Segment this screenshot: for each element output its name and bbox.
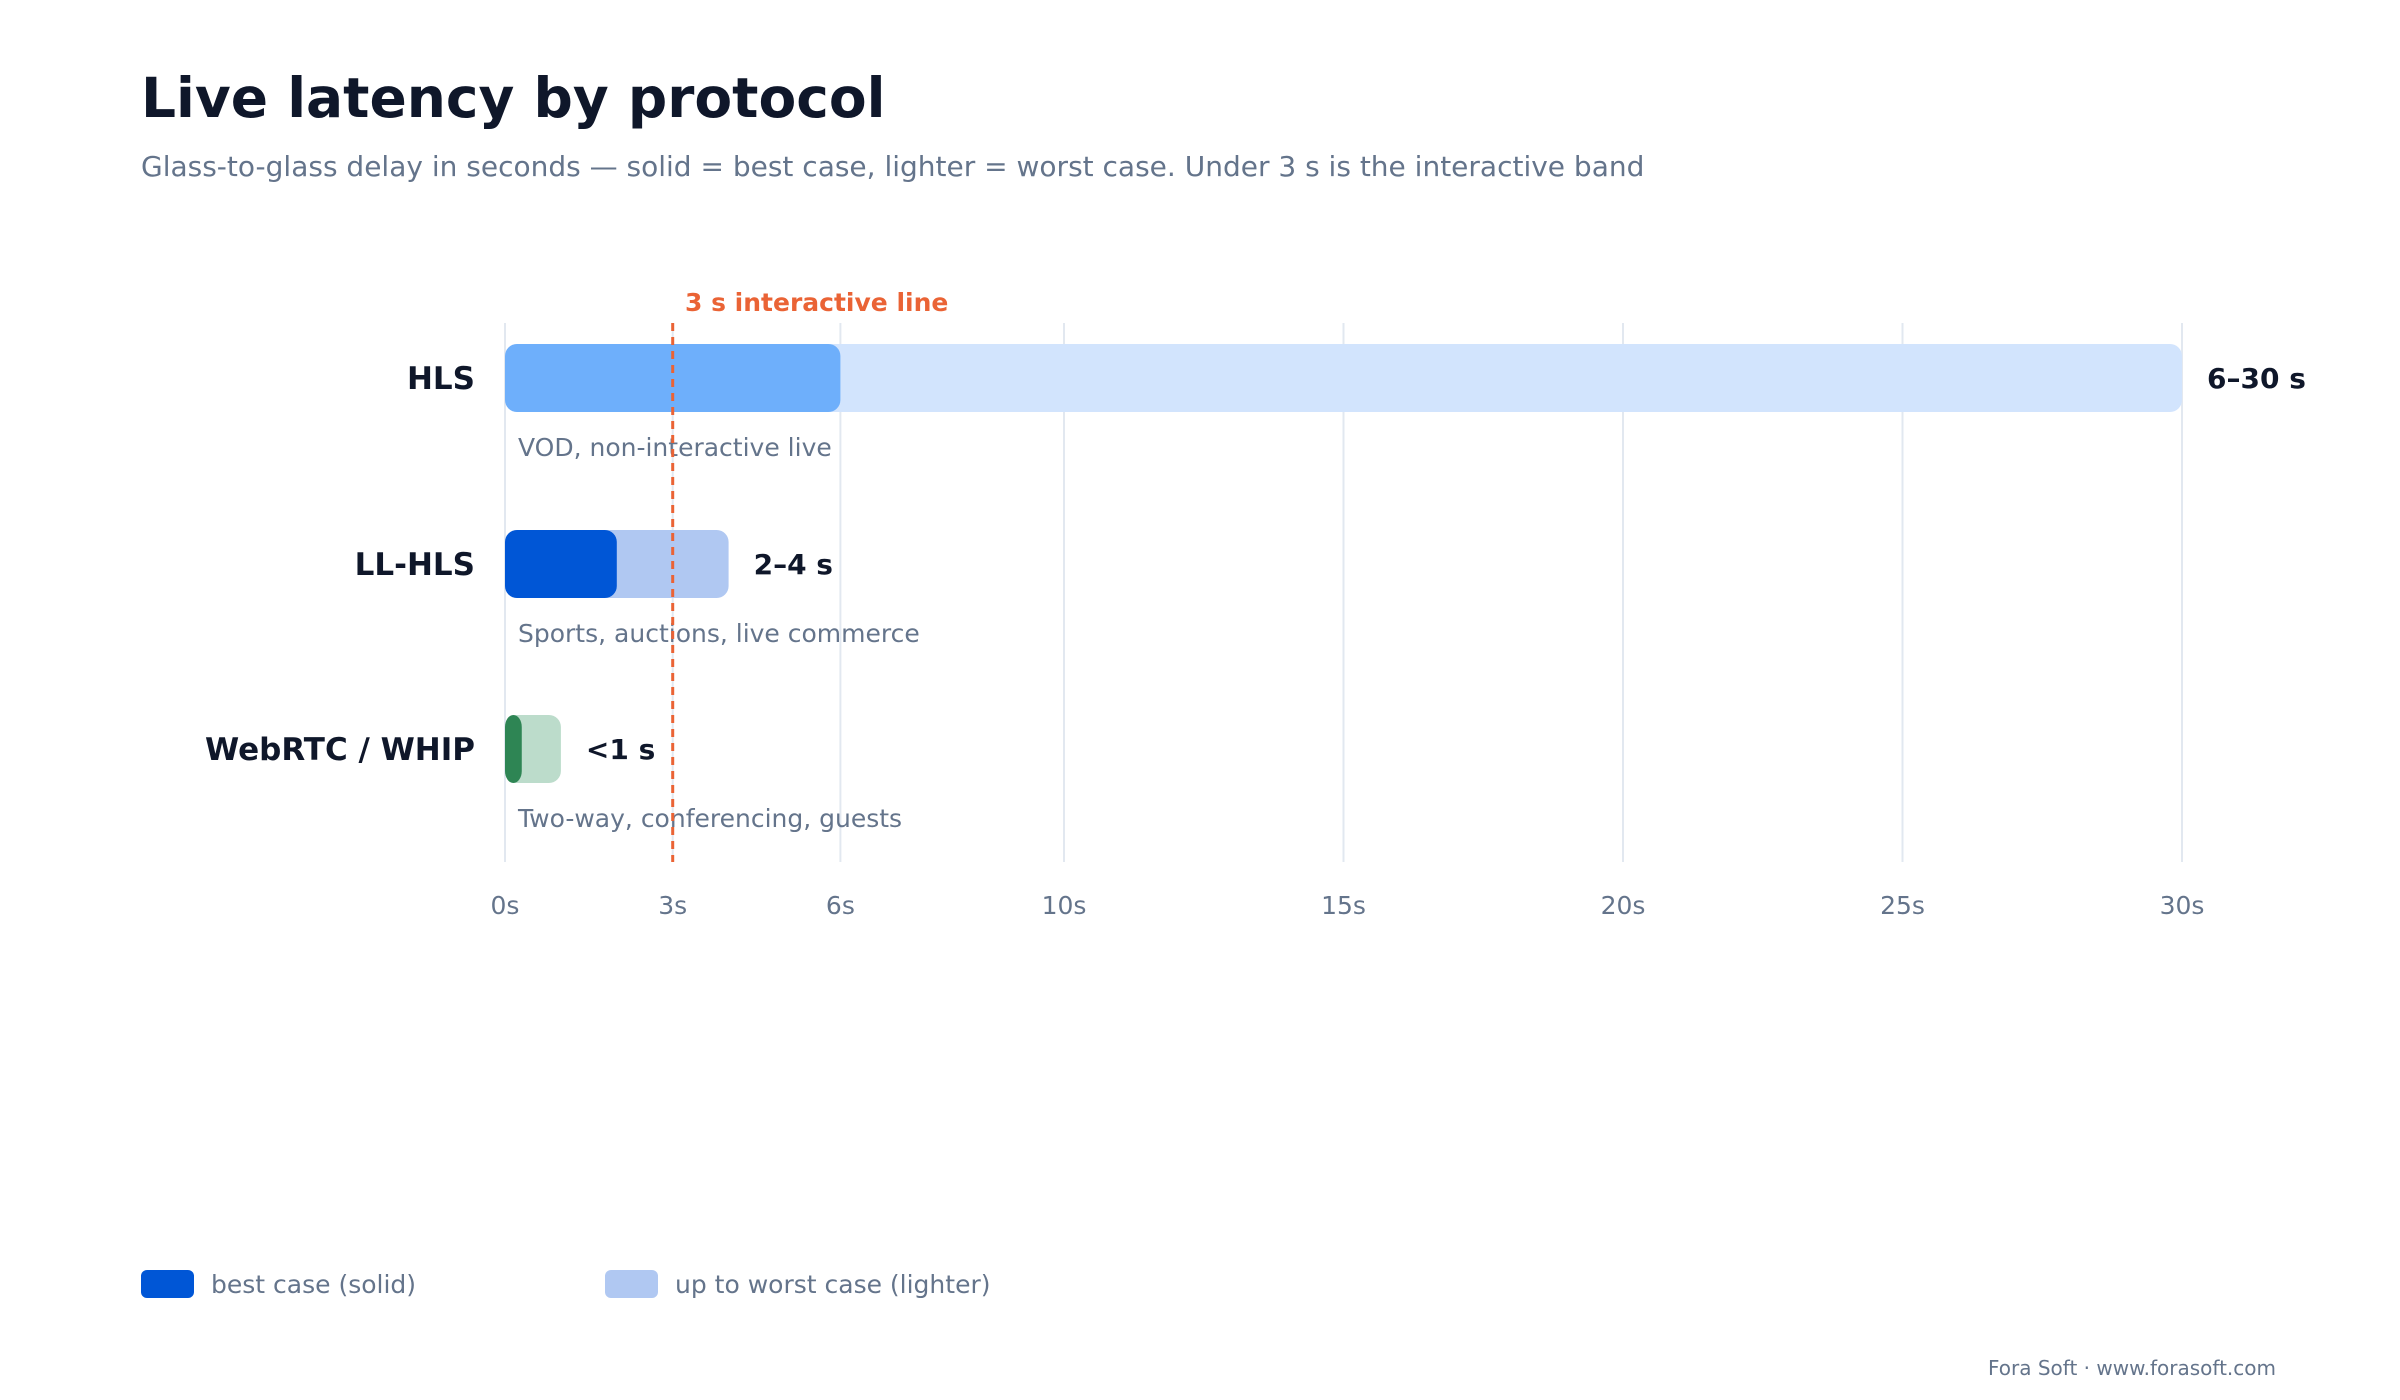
x-tick-label-15s: 15s [1321, 891, 1366, 920]
category-label-webrtc-whip: WebRTC / WHIP [205, 732, 475, 768]
value-label-ll-hls: 2–4 s [754, 548, 833, 581]
bar-worst-hls [505, 344, 2182, 412]
bar-best-hls [505, 344, 841, 412]
x-tick-label-6s: 6s [826, 891, 855, 920]
legend-item-best-case: best case (solid) [141, 1269, 417, 1299]
legend-item-worst-case: up to worst case (lighter) [605, 1269, 991, 1299]
x-tick-label-20s: 20s [1601, 891, 1646, 920]
latency-bar-chart: 0s 3s 6s 10s 15s 20s 25s 30s HLS 6–30 s VOD, non-i… [205, 288, 2306, 920]
description-ll-hls: Sports, auctions, live commerce [518, 619, 920, 648]
bar-best-webrtc-whip [505, 715, 522, 783]
category-label-hls: HLS [407, 361, 475, 397]
legend-label-best-case: best case (solid) [211, 1269, 417, 1299]
reference-line-label: 3 s interactive line [685, 288, 948, 317]
value-label-webrtc-whip: <1 s [586, 733, 655, 766]
x-tick-label-0s: 0s [491, 891, 520, 920]
chart-title: Live latency by protocol [141, 66, 886, 130]
x-tick-label-10s: 10s [1042, 891, 1087, 920]
legend-swatch-worst-case [605, 1270, 658, 1298]
x-tick-label-3s: 3s [658, 891, 687, 920]
chart-subtitle: Glass-to-glass delay in seconds — solid … [141, 150, 1645, 183]
description-webrtc-whip: Two-way, conferencing, guests [517, 804, 902, 833]
legend-label-worst-case: up to worst case (lighter) [675, 1269, 991, 1299]
bar-best-ll-hls [505, 530, 617, 598]
description-hls: VOD, non-interactive live [518, 433, 832, 462]
footer-credit: Fora Soft · www.forasoft.com [1987, 1356, 2276, 1380]
x-tick-label-25s: 25s [1880, 891, 1925, 920]
legend-swatch-best-case [141, 1270, 194, 1298]
x-tick-label-30s: 30s [2160, 891, 2205, 920]
value-label-hls: 6–30 s [2207, 362, 2306, 395]
category-label-ll-hls: LL-HLS [355, 547, 475, 583]
